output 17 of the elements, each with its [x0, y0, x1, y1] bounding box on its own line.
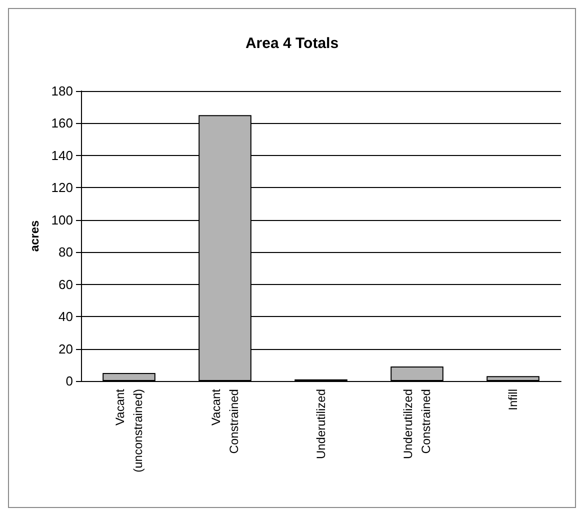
y-tick-label: 60 [58, 276, 73, 292]
y-tick-label: 0 [66, 374, 73, 388]
x-tick-label: Vacant (unconstrained) [113, 388, 145, 472]
y-tick-label: 100 [51, 212, 73, 228]
y-tick-label: 40 [58, 309, 73, 324]
y-tick-label: 120 [51, 180, 73, 196]
y-tick-label: 160 [51, 116, 73, 131]
x-tick-label: Infill [506, 389, 520, 410]
x-tick-label: Vacant Constrained [209, 388, 241, 454]
y-tick-label: 180 [51, 84, 73, 98]
x-tick-label: Underutilized [314, 389, 328, 460]
x-tick-label: Underutilized Constrained [401, 389, 433, 460]
y-tick-label: 80 [58, 244, 73, 260]
chart-title: Area 4 Totals [245, 35, 339, 52]
y-axis-title: acres [27, 220, 42, 252]
y-tick-label: 140 [51, 148, 73, 163]
y-tick-label: 20 [58, 341, 73, 356]
